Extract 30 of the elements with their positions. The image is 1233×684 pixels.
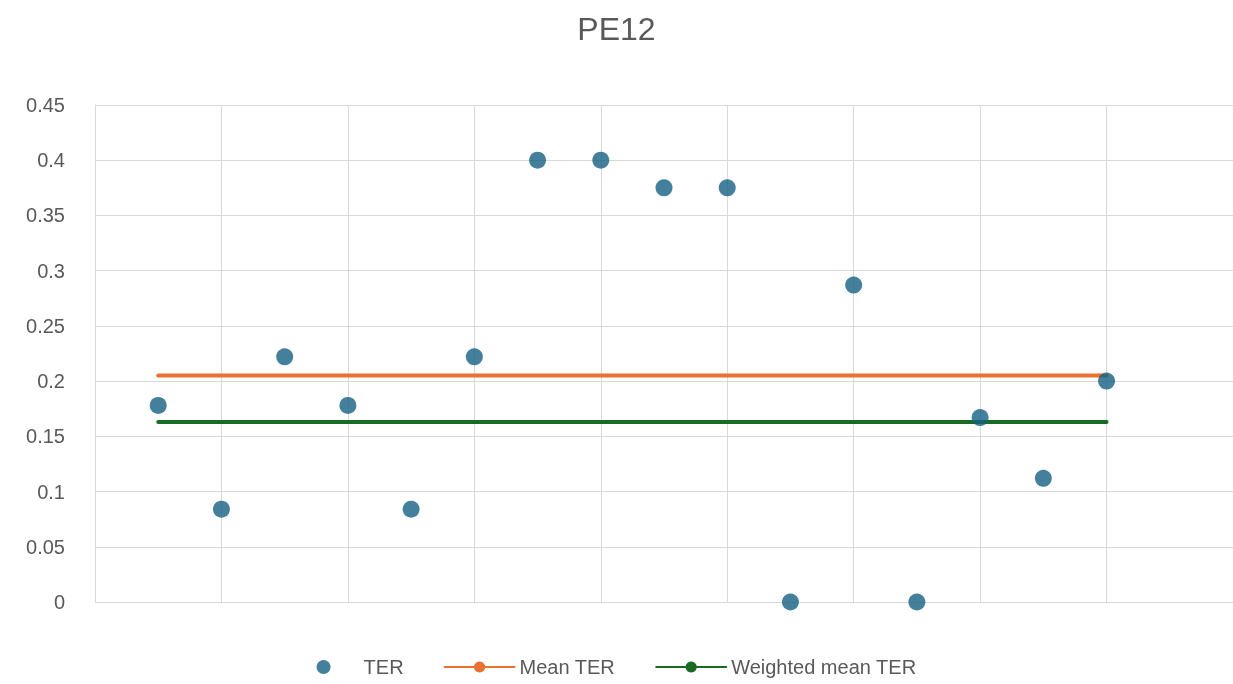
y-tick-label: 0.4 <box>37 149 65 172</box>
point <box>149 396 167 414</box>
legend-label: Weighted mean TER <box>731 656 917 678</box>
point <box>971 409 989 427</box>
point <box>845 276 863 294</box>
y-tick-label: 0.35 <box>26 204 65 227</box>
point <box>781 593 799 611</box>
point <box>655 179 673 197</box>
point <box>276 348 294 366</box>
y-tick-label: 0.3 <box>37 259 65 282</box>
y-tick-label: 0.1 <box>37 480 65 503</box>
point <box>1034 469 1052 487</box>
point <box>465 348 483 366</box>
point <box>718 179 736 197</box>
y-tick-label: 0.45 <box>26 94 65 116</box>
y-tick-label: 0.15 <box>26 425 65 448</box>
point <box>908 593 926 611</box>
point <box>402 500 420 518</box>
y-tick-label: 0.2 <box>37 370 65 393</box>
point <box>529 151 547 169</box>
point <box>592 151 610 169</box>
point <box>339 396 357 414</box>
y-tick-label: 0.05 <box>26 535 65 558</box>
y-tick-label: 0 <box>53 591 65 613</box>
legend-label: TER <box>363 656 404 678</box>
chart-title: PE12 <box>577 11 656 47</box>
point <box>212 500 230 518</box>
y-tick-label: 0.25 <box>26 314 65 337</box>
legend-label: Mean TER <box>519 656 615 678</box>
point <box>1098 372 1116 390</box>
